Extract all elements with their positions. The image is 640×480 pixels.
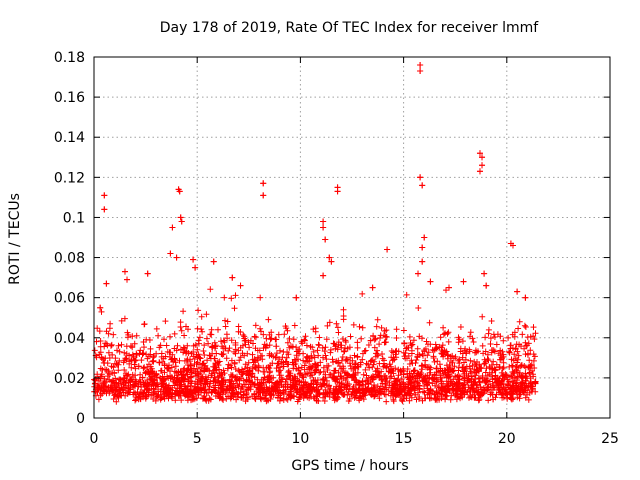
y-tick-label: 0.08: [54, 251, 85, 267]
x-tick-label: 20: [498, 431, 516, 447]
x-tick-label: 5: [193, 431, 202, 447]
data-point: [101, 206, 108, 213]
data-point: [124, 276, 131, 283]
data-point: [293, 294, 300, 301]
data-point: [481, 270, 488, 277]
y-tick-label: 0.16: [54, 90, 85, 106]
data-point: [417, 68, 424, 75]
data-points: [91, 62, 539, 405]
data-point: [176, 188, 183, 195]
data-point: [190, 256, 197, 263]
data-point: [476, 150, 483, 157]
data-point: [514, 288, 521, 295]
data-point: [476, 168, 483, 175]
data-point: [417, 174, 424, 181]
x-tick-label: 10: [291, 431, 309, 447]
data-point: [169, 224, 176, 231]
data-point: [121, 268, 128, 275]
x-tick-label: 15: [395, 431, 413, 447]
data-point: [522, 294, 529, 301]
roti-point-markers: [91, 62, 539, 405]
chart-title: Day 178 of 2019, Rate Of TEC Index for r…: [160, 20, 540, 36]
data-point: [419, 182, 426, 189]
data-point: [192, 264, 199, 271]
x-axis-label: GPS time / hours: [291, 458, 408, 474]
data-point: [320, 224, 327, 231]
data-point: [483, 282, 490, 289]
data-point: [479, 154, 486, 161]
data-point: [144, 270, 151, 277]
data-point: [328, 258, 335, 265]
data-point: [320, 272, 327, 279]
data-point: [178, 218, 185, 225]
data-point: [446, 284, 453, 291]
data-point: [509, 242, 516, 249]
data-point: [334, 188, 341, 195]
y-axis-label: ROTI / TECUs: [7, 193, 23, 285]
data-point: [320, 218, 327, 225]
data-point: [415, 270, 422, 277]
data-point: [417, 62, 424, 69]
y-tick-label: 0.18: [54, 50, 85, 66]
grid-layer: [94, 57, 610, 418]
data-point: [427, 278, 434, 285]
data-point: [322, 236, 329, 243]
data-point: [419, 258, 426, 265]
data-point: [103, 280, 110, 287]
data-point: [419, 244, 426, 251]
data-point: [177, 214, 184, 221]
data-point: [326, 254, 333, 261]
data-point: [260, 180, 267, 187]
axis-ticks: 0 0.02 0.04 0.06 0.08 0.1 0.12 0.14 0.16 0.18 0 5 10…: [54, 50, 619, 447]
y-tick-label: 0.04: [54, 331, 85, 347]
y-tick-label: 0.12: [54, 170, 85, 186]
data-point: [479, 162, 486, 169]
y-tick-label: 0: [76, 411, 85, 427]
y-tick-label: 0.1: [63, 210, 85, 226]
plot-frame: [93, 56, 611, 419]
data-point: [173, 254, 180, 261]
x-tick-label: 0: [90, 431, 99, 447]
data-point: [97, 304, 104, 311]
y-tick-label: 0.14: [54, 130, 85, 146]
data-point: [260, 192, 267, 199]
data-point: [210, 258, 217, 265]
data-point: [237, 282, 244, 289]
data-point: [229, 274, 236, 281]
data-point: [167, 250, 174, 257]
data-point: [460, 278, 467, 285]
y-tick-label: 0.06: [54, 291, 85, 307]
data-point: [421, 234, 428, 241]
data-point: [384, 246, 391, 253]
data-point: [101, 192, 108, 199]
y-tick-label: 0.02: [54, 371, 85, 387]
x-tick-label: 25: [601, 431, 619, 447]
data-point: [369, 284, 376, 291]
